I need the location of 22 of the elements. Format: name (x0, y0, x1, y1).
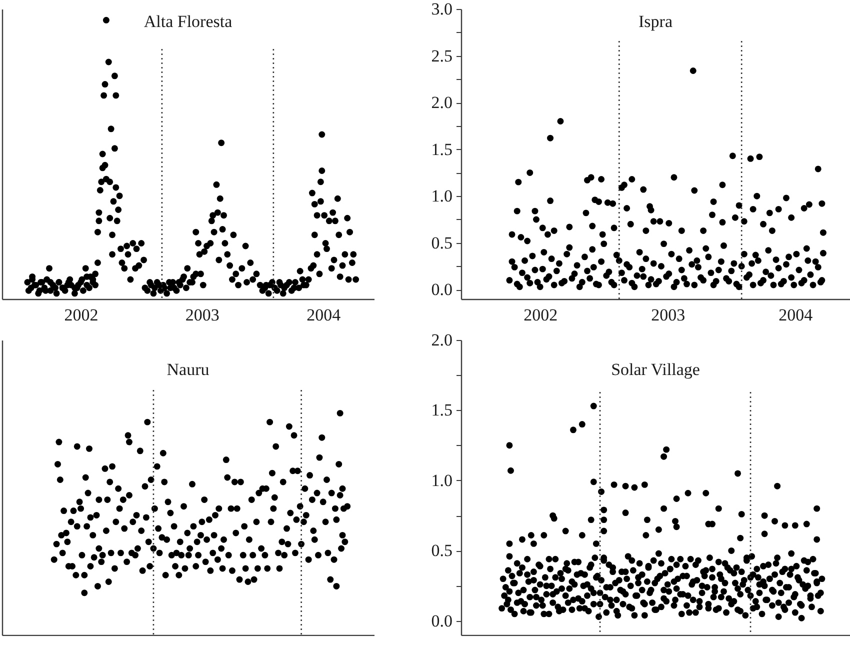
x-tick-label: 2003 (651, 306, 686, 324)
y-tick-label: 1.0 (431, 470, 452, 490)
y-tick-label: 0.5 (431, 541, 452, 560)
chart-title: Ispra (638, 12, 673, 31)
y-tick-label: 0.0 (431, 280, 452, 300)
y-tick-label: 2.5 (431, 46, 452, 66)
text: Solar Village (611, 360, 700, 379)
y-tick-label: 2.0 (431, 330, 452, 350)
y-tick-label: 1.5 (431, 140, 452, 159)
y-tick-label: 3.0 (431, 0, 452, 18)
x-tick-label: 2004 (306, 306, 342, 324)
y-tick-label: 2.0 (431, 93, 452, 112)
y-tick-label: 1.5 (431, 400, 452, 420)
x-tick-label: 2002 (64, 306, 98, 324)
y-tick-label: 0.0 (431, 611, 452, 630)
y-tick-label: 0.5 (431, 233, 452, 252)
y-tick-label: 1.0 (431, 186, 452, 206)
chart-title: Alta Floresta (144, 12, 233, 31)
x-tick-label: 2003 (185, 306, 220, 324)
x-tick-label: 2004 (778, 306, 814, 324)
x-tick-label: 2002 (524, 306, 558, 324)
chart-title: Nauru (166, 360, 210, 379)
